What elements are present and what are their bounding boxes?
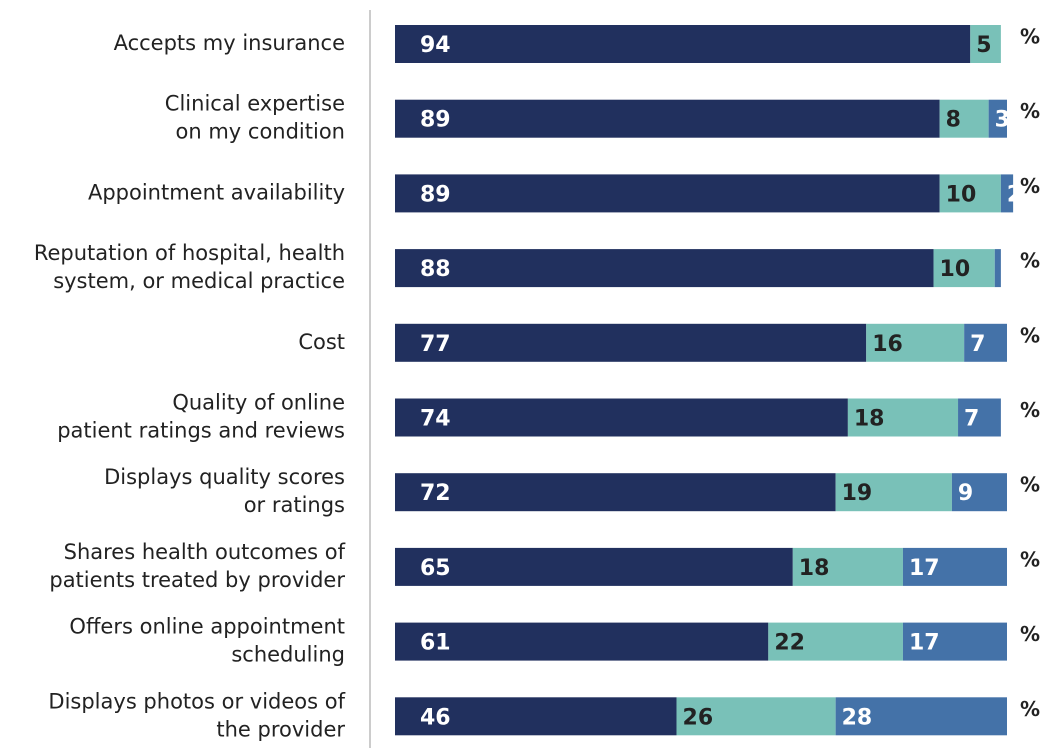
bar-segment	[994, 249, 1001, 288]
unit-label: %	[1020, 697, 1040, 721]
value-label: 46	[420, 705, 451, 730]
value-label: 5	[976, 33, 991, 58]
value-label: 1	[1001, 257, 1016, 282]
value-label: 77	[420, 332, 451, 357]
value-label: 88	[420, 257, 451, 282]
bar-segment	[395, 622, 769, 661]
bar-segment	[395, 99, 940, 138]
value-label: 18	[799, 556, 830, 581]
bar-segment	[958, 398, 1001, 437]
bar-segment	[939, 174, 1001, 213]
bar-segment	[395, 25, 971, 63]
unit-label: %	[1020, 323, 1040, 347]
bar-segment	[792, 547, 903, 586]
category-label: Offers online appointment	[69, 615, 345, 639]
value-label: 74	[420, 407, 451, 432]
value-label: 7	[970, 332, 985, 357]
category-label: Displays quality scores	[104, 465, 345, 489]
category-label: scheduling	[231, 643, 345, 667]
value-label: 22	[774, 631, 805, 656]
value-label: 2	[1007, 182, 1022, 207]
unit-label: %	[1020, 547, 1040, 571]
unit-label: %	[1020, 99, 1040, 123]
bar-segment	[395, 473, 836, 512]
bar-segment	[395, 547, 793, 586]
bar-segment	[395, 249, 934, 288]
unit-label: %	[1020, 398, 1040, 422]
value-label: 17	[909, 556, 940, 581]
category-label: Cost	[298, 330, 345, 354]
value-label: 17	[909, 631, 940, 656]
unit-label: %	[1020, 174, 1040, 198]
value-label: 89	[420, 182, 451, 207]
category-label: Appointment availability	[88, 180, 345, 204]
value-label: 26	[683, 705, 714, 730]
unit-label: %	[1020, 25, 1040, 49]
bar-segment	[835, 473, 952, 512]
value-label: 10	[940, 257, 971, 282]
category-label: Displays photos or videos of	[48, 689, 345, 713]
category-label: system, or medical practice	[53, 269, 345, 293]
category-label: on my condition	[176, 120, 346, 144]
value-label: 8	[946, 108, 961, 133]
bar-segment	[847, 398, 959, 437]
bar-segment	[951, 473, 1007, 512]
bar-segment	[395, 697, 677, 736]
value-label: 18	[854, 407, 885, 432]
unit-label: %	[1020, 249, 1040, 273]
category-label: Shares health outcomes of	[64, 540, 346, 564]
category-label: patient ratings and reviews	[57, 419, 345, 443]
value-label: 10	[946, 182, 977, 207]
bar-segment	[1000, 174, 1014, 213]
value-label: 3	[995, 108, 1010, 133]
value-label: 72	[420, 481, 451, 506]
value-label: 9	[958, 481, 973, 506]
bar-segment	[395, 174, 940, 213]
bar-segment	[939, 99, 989, 138]
bar-segment	[395, 398, 848, 437]
bar-segment	[395, 323, 867, 362]
bar-segment	[902, 547, 1007, 586]
category-label: the provider	[216, 717, 345, 741]
category-label: patients treated by provider	[49, 568, 345, 592]
category-label: Reputation of hospital, health	[34, 241, 345, 265]
value-label: 16	[872, 332, 903, 357]
category-label: or ratings	[244, 493, 345, 517]
category-label: Accepts my insurance	[114, 31, 345, 55]
category-label: Clinical expertise	[165, 92, 345, 116]
bar-segment	[933, 249, 995, 288]
bar-segment	[835, 697, 1007, 736]
bar-segment	[768, 622, 903, 661]
value-label: 28	[842, 705, 873, 730]
value-label: 94	[420, 33, 451, 58]
value-label: 7	[964, 407, 979, 432]
unit-label: %	[1020, 622, 1040, 646]
category-label: Quality of online	[172, 391, 345, 415]
bar-segment	[964, 323, 1007, 362]
value-label: 19	[842, 481, 873, 506]
bar-segment	[902, 622, 1007, 661]
bar-segment	[970, 25, 1001, 63]
bar-segment	[866, 323, 965, 362]
bar-segment	[988, 99, 1007, 138]
value-label: 89	[420, 108, 451, 133]
unit-label: %	[1020, 473, 1040, 497]
value-label: 65	[420, 556, 451, 581]
bar-segment	[676, 697, 836, 736]
value-label: 61	[420, 631, 451, 656]
